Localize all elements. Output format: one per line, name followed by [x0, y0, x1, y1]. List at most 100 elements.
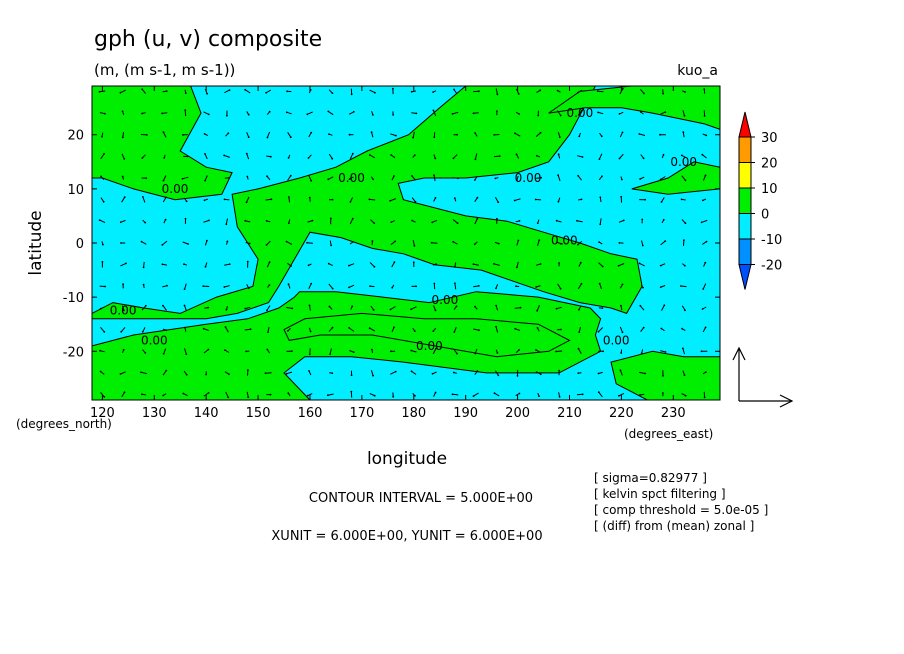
- wind-vector-head: [99, 349, 101, 352]
- plot-area: [92, 86, 720, 400]
- wind-vector: [141, 305, 147, 311]
- wind-vector-head: [680, 285, 682, 287]
- wind-vector-head: [245, 350, 248, 353]
- wind-vector-head: [662, 92, 664, 95]
- wind-vector-head: [165, 90, 168, 92]
- wind-vector-head: [123, 309, 125, 312]
- wind-vector-head: [308, 353, 311, 356]
- y-tick-label: -10: [63, 291, 84, 306]
- wind-vector-head: [392, 395, 395, 398]
- wind-vector-head: [535, 154, 538, 157]
- wind-vector: [412, 239, 415, 247]
- wind-vector: [493, 263, 500, 266]
- wind-vector-head: [558, 369, 560, 372]
- wind-vector-head: [247, 396, 250, 399]
- y-tick-label: 0: [76, 237, 84, 252]
- wind-vector-head: [206, 239, 208, 242]
- wind-vector-head: [559, 287, 562, 290]
- chart-subtitle: (m, (m s-1, m s-1)): [94, 61, 235, 79]
- wind-vector: [224, 263, 230, 266]
- wind-vector: [225, 218, 228, 225]
- contour-label: 0.00: [670, 155, 697, 169]
- wind-vector-head: [659, 133, 661, 136]
- wind-vector-head: [433, 282, 436, 285]
- wind-vector-head: [497, 201, 500, 204]
- wind-vector-head: [265, 220, 268, 222]
- wind-vector-head: [206, 92, 209, 95]
- wind-vector-head: [411, 175, 413, 177]
- wind-vector-head: [618, 242, 621, 244]
- wind-vector: [369, 198, 376, 201]
- wind-vector-head: [208, 219, 210, 222]
- wind-vector-head: [374, 91, 376, 94]
- wind-vector: [265, 89, 272, 94]
- wind-vector-head: [644, 198, 646, 201]
- y-axis-ticks: 20 10 0 -10 -20: [63, 129, 720, 360]
- wind-vector-head: [121, 175, 124, 178]
- wind-vector-head: [682, 347, 684, 350]
- wind-vector-head: [207, 348, 210, 351]
- wind-vector-head: [349, 201, 352, 203]
- wind-vector-head: [306, 113, 309, 116]
- wind-vector-head: [435, 263, 437, 265]
- wind-vector-head: [285, 111, 288, 114]
- note-line: [ kelvin spct filtering ]: [594, 487, 726, 501]
- wind-vector-head: [518, 392, 521, 395]
- wind-vector: [577, 175, 582, 181]
- wind-vector-head: [414, 200, 417, 203]
- wind-vector-head: [577, 174, 579, 177]
- wind-vector-head: [496, 110, 498, 112]
- wind-vector: [349, 153, 354, 160]
- wind-vector-head: [245, 201, 248, 204]
- wind-vector-head: [432, 91, 434, 93]
- x-tick-label: 200: [505, 406, 530, 421]
- wind-vector-head: [390, 221, 393, 224]
- wind-vector: [266, 305, 271, 311]
- wind-vector-head: [415, 112, 418, 115]
- wind-vector-head: [393, 261, 396, 264]
- wind-vector-head: [247, 369, 249, 371]
- wind-vector-head: [121, 110, 124, 113]
- wind-vector-head: [703, 115, 706, 117]
- wind-vector-head: [684, 309, 686, 312]
- wind-vector: [184, 348, 187, 355]
- wind-vector-head: [389, 199, 392, 202]
- wind-vector-head: [662, 374, 664, 377]
- wind-vector: [225, 326, 229, 333]
- wind-vector-head: [515, 179, 518, 182]
- wind-vector-head: [227, 132, 230, 135]
- wind-vector: [265, 198, 272, 201]
- wind-vector-head: [473, 243, 476, 246]
- wind-vector-head: [226, 114, 228, 117]
- wind-vector-head: [389, 308, 392, 311]
- wind-vector: [556, 241, 563, 245]
- wind-vector-head: [225, 308, 228, 311]
- contour-label: 0.00: [162, 182, 189, 196]
- wind-vector-head: [394, 370, 397, 373]
- wind-vector-head: [224, 349, 226, 351]
- wind-vector-head: [684, 264, 686, 267]
- wind-vector-head: [456, 133, 458, 136]
- colorbar-segment: [738, 162, 752, 189]
- wind-vector: [577, 110, 583, 116]
- wind-vector-head: [702, 288, 705, 290]
- wind-vector-head: [596, 90, 599, 92]
- wind-vector-head: [265, 91, 267, 94]
- wind-vector-head: [99, 307, 102, 310]
- wind-vector-head: [618, 113, 621, 115]
- wind-vector-head: [684, 222, 687, 225]
- wind-vector-head: [703, 396, 706, 399]
- wind-vector: [412, 131, 415, 138]
- wind-vector-head: [555, 307, 558, 310]
- wind-vector-head: [435, 347, 437, 350]
- wind-vectors: [98, 87, 708, 399]
- x-tick-label: 230: [661, 406, 686, 421]
- wind-vector: [516, 88, 520, 95]
- wind-vector-head: [617, 264, 620, 267]
- wind-vector-head: [310, 282, 313, 285]
- wind-vector: [639, 305, 645, 311]
- wind-vector: [619, 370, 623, 376]
- x-tick-label: 190: [453, 406, 478, 421]
- wind-vector-head: [496, 217, 498, 220]
- wind-vector-head: [555, 350, 557, 353]
